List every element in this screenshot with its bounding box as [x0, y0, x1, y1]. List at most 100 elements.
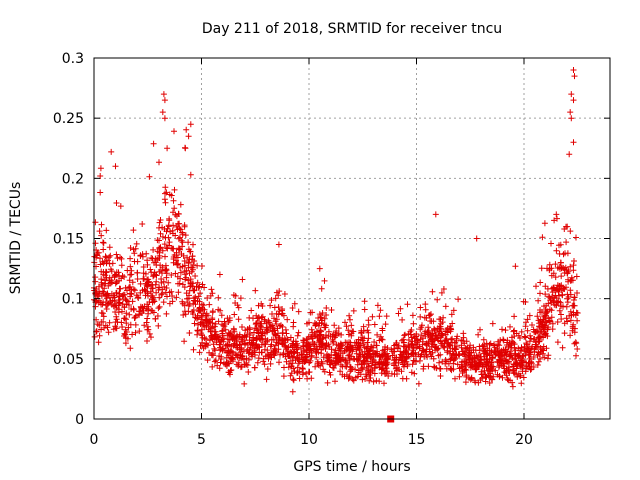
- data-point: [105, 292, 112, 299]
- data-point: [573, 234, 579, 241]
- data-point: [100, 260, 107, 267]
- data-point: [169, 227, 176, 234]
- data-point: [162, 253, 168, 260]
- data-point: [116, 277, 122, 284]
- data-point: [428, 311, 434, 318]
- data-point: [443, 365, 450, 372]
- data-point: [284, 316, 291, 323]
- data-point: [200, 310, 207, 317]
- data-point: [432, 211, 439, 218]
- data-point: [174, 261, 180, 267]
- data-point: [127, 263, 134, 270]
- data-point: [306, 343, 313, 350]
- data-point: [98, 279, 105, 286]
- data-point: [509, 338, 516, 345]
- data-point: [423, 346, 430, 353]
- data-point: [376, 352, 383, 359]
- data-point: [444, 343, 451, 350]
- y-tick-label: 0.25: [53, 111, 84, 127]
- data-point: [477, 377, 484, 383]
- data-point: [162, 262, 169, 269]
- data-point: [514, 373, 521, 380]
- data-point: [328, 307, 335, 313]
- data-point: [232, 351, 239, 358]
- data-point: [568, 91, 575, 98]
- data-point: [239, 324, 245, 330]
- data-point: [169, 245, 176, 252]
- data-point: [126, 277, 133, 284]
- data-point: [251, 349, 258, 356]
- data-point: [294, 369, 301, 376]
- data-point: [303, 336, 310, 343]
- data-point: [544, 285, 551, 292]
- data-point: [118, 319, 125, 326]
- data-point: [233, 361, 240, 368]
- data-point: [191, 258, 198, 264]
- data-point: [371, 321, 378, 328]
- data-point: [372, 359, 379, 366]
- data-point: [164, 293, 170, 300]
- data-point: [132, 329, 139, 336]
- data-point: [126, 284, 133, 291]
- data-point: [175, 220, 181, 227]
- data-point: [514, 362, 521, 368]
- data-point: [384, 359, 391, 366]
- data-point: [157, 244, 164, 251]
- data-point: [337, 340, 344, 347]
- data-point: [156, 255, 162, 261]
- data-point: [489, 368, 495, 374]
- data-point: [118, 255, 125, 262]
- data-point: [319, 310, 326, 316]
- data-point: [193, 283, 200, 290]
- data-point: [435, 337, 442, 344]
- data-point: [113, 325, 120, 332]
- data-point: [296, 375, 303, 382]
- data-point: [159, 109, 166, 116]
- data-point: [526, 363, 533, 370]
- data-point: [192, 301, 199, 308]
- data-point: [255, 314, 262, 321]
- data-point: [438, 289, 445, 296]
- data-point: [134, 269, 141, 276]
- data-point: [557, 299, 564, 306]
- data-point: [414, 339, 421, 346]
- data-point: [119, 324, 126, 330]
- data-point: [256, 344, 263, 351]
- data-point: [228, 356, 235, 363]
- data-point: [481, 348, 488, 355]
- data-point: [166, 300, 173, 307]
- data-point: [279, 307, 285, 314]
- data-point: [136, 328, 143, 335]
- data-point: [186, 256, 193, 263]
- data-point: [303, 370, 310, 377]
- data-point: [98, 232, 105, 239]
- data-point: [255, 355, 262, 362]
- x-tick-label: 0: [90, 432, 99, 448]
- data-point: [495, 338, 502, 345]
- data-point: [283, 358, 290, 365]
- data-point: [394, 371, 400, 377]
- data-point: [570, 139, 577, 146]
- data-point: [98, 319, 105, 325]
- data-point: [511, 327, 518, 334]
- data-point: [448, 336, 454, 343]
- data-point: [117, 203, 124, 210]
- data-point: [230, 326, 237, 333]
- data-point: [165, 279, 172, 286]
- data-point: [567, 308, 574, 315]
- data-point: [544, 355, 551, 362]
- data-point: [156, 159, 162, 166]
- data-point: [520, 298, 527, 305]
- data-point: [209, 350, 216, 357]
- data-point: [156, 268, 163, 275]
- data-point: [488, 359, 495, 365]
- data-point: [289, 354, 296, 361]
- data-point: [127, 255, 134, 262]
- data-point: [285, 344, 292, 350]
- data-point: [211, 345, 218, 352]
- data-point: [533, 283, 539, 290]
- data-point: [113, 269, 120, 276]
- data-point: [450, 366, 457, 373]
- data-point: [330, 340, 337, 346]
- data-point: [534, 313, 541, 320]
